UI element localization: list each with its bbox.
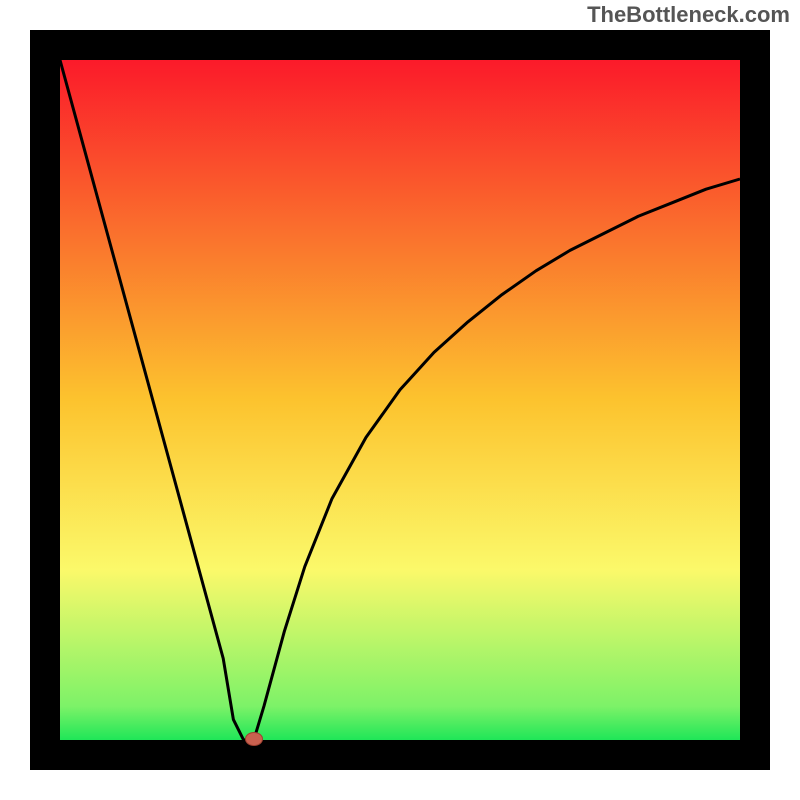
frame-right <box>740 30 770 770</box>
frame-top <box>30 30 770 60</box>
chart-container: TheBottleneck.com <box>0 0 800 800</box>
curve-path <box>60 60 740 740</box>
bottleneck-curve <box>60 60 740 740</box>
frame-bottom <box>30 740 770 770</box>
watermark-text: TheBottleneck.com <box>587 2 790 28</box>
plot-area <box>60 60 740 740</box>
frame-left <box>30 30 60 770</box>
optimal-point-marker <box>245 732 263 746</box>
